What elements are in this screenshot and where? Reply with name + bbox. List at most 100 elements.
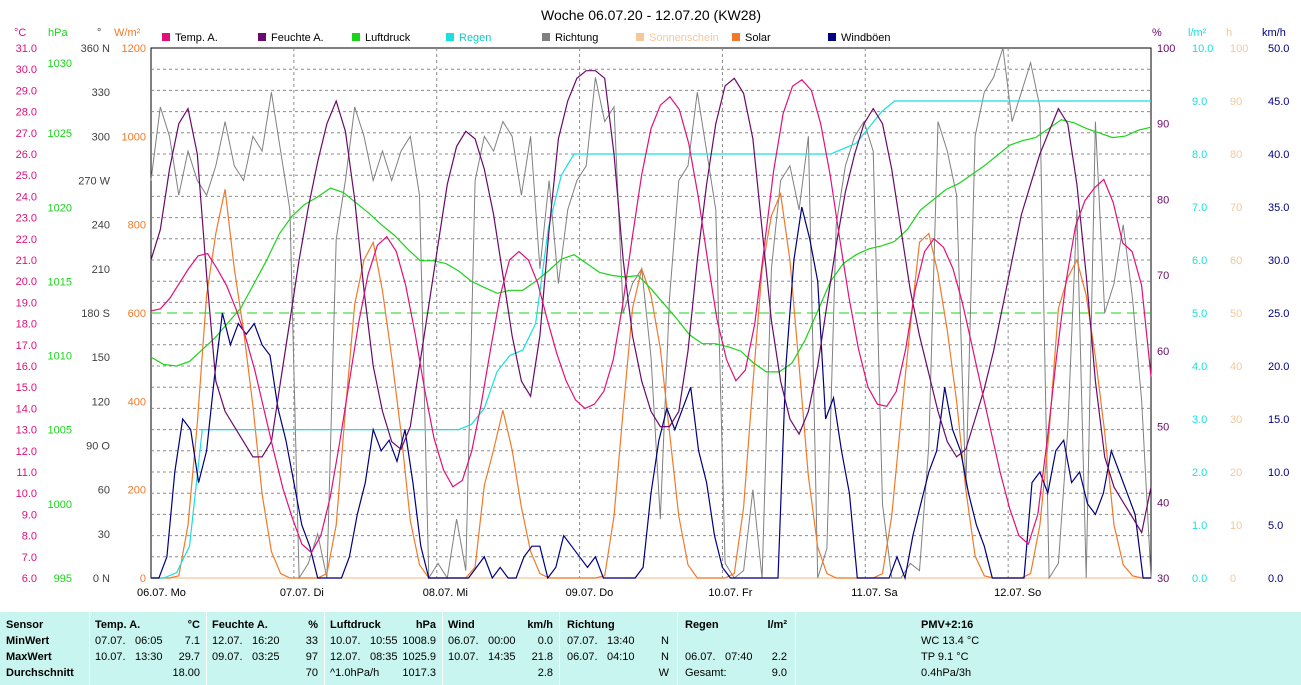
legend-swatch [542,33,550,41]
axis-tick-label: 0 N [93,573,110,585]
axes: °C 31.0 30.0 29.0 28.0 27.0 26.0 25.0 24.0 23.0 22… [14,27,1289,585]
legend-item: Feuchte A. [258,32,324,44]
axis-tick-label: 6.0 [1192,255,1207,267]
axis-tick-label: 180 S [81,308,110,320]
chart-title: Woche 06.07.20 - 12.07.20 (KW28) [541,7,761,23]
series-line-luftdruck [150,119,1152,373]
stats-feuchte-min-time: 16:20 [252,635,280,647]
legend-item: Temp. A. [162,32,218,44]
stats-col-sensor: Sensor MinWert MaxWert Durchschnitt [0,612,88,685]
stats-richtung-min-value: N [661,635,669,647]
axis-tick-label: 120 [92,396,110,408]
axis-tick-label: 330 [92,87,110,99]
axis-tick-label: 19.0 [16,297,37,309]
axis-tick-label: 50.0 [1268,43,1289,55]
stats-richtung-avg-value: W [658,667,669,679]
weather-chart: Woche 06.07.20 - 12.07.20 (KW28) Temp. A… [14,7,1289,599]
stats-regen-unit: l/m² [767,619,787,631]
axis-tick-label: 1005 [48,425,72,437]
x-axis-label: 09.07. Do [566,587,614,599]
stats-temp-max-time: 13:30 [135,651,163,663]
axis-tick-label: 13.0 [16,425,37,437]
stats-col-regen: Regen l/m² 06.07. 07:40 2.2 Gesamt: 9.0 [677,612,795,685]
x-axis-label: 12.07. So [994,587,1041,599]
x-axis-label: 06.07. Mo [137,587,186,599]
x-axis-label: 11.07. Sa [851,587,898,599]
stats-temp-min-time: 06:05 [135,635,163,647]
axis-tick-label: 1010 [48,351,72,363]
axis-tick-label: 800 [128,220,146,232]
axis-tick-label: 40 [1157,497,1169,509]
stats-luftdruck-max-date: 12.07. [330,651,361,663]
series-line-feuchte-a [150,70,1152,535]
axis-tick-label: 20.0 [16,276,37,288]
stats-col-richtung: Richtung 07.07. 13:40 N 06.07. 04:10 N W [559,612,677,685]
axis-tick-label: 14.0 [16,403,37,415]
stats-col-pmv: PMV+2:16 WC 13.4 °C TP 9.1 °C 0.4hPa/3h [795,612,1301,685]
stats-luftdruck-max-value: 1025.9 [402,651,436,663]
axis-unit: ° [97,27,101,39]
stats-wind-min-value: 0.0 [537,635,553,647]
series-line-temp-a [150,79,1152,554]
axis-tick-label: 1000 [122,131,146,143]
axis-tick-label: 22.0 [16,234,37,246]
axis-tick-label: 70 [1230,202,1242,214]
axis-tick-label: 1015 [48,276,72,288]
legend-item: Regen [446,32,491,44]
axis-tick-label: 17.0 [16,340,37,352]
axis-tick-label: 1020 [48,202,72,214]
stats-wind-max-date: 10.07. [448,651,479,663]
stats-wind-header: Wind [448,619,475,631]
stats-feuchte-min-date: 12.07. [212,635,243,647]
legend-swatch [732,33,740,41]
stats-regen-header: Regen [685,619,719,631]
axis-unit: l/m² [1188,27,1207,39]
axis-tick-label: 10.0 [1192,43,1213,55]
axis-tick-label: 1025 [48,128,72,140]
stats-feuchte-max-time: 03:25 [252,651,280,663]
stats-minwert-label: MinWert [6,635,50,647]
axis-tick-label: 240 [92,220,110,232]
axis-tick-label: 100 [1230,43,1248,55]
axis-unit: h [1226,27,1232,39]
axis-tick-label: 12.0 [16,446,37,458]
legend-label: Regen [459,32,491,44]
legend-swatch [828,33,836,41]
stats-regen-total-value: 9.0 [771,667,787,679]
stats-temp-unit: °C [187,619,200,631]
legend-label: Windböen [841,32,891,44]
axis-tick-label: 45.0 [1268,96,1289,108]
axis-tick-label: 30 [1157,573,1169,585]
axis-tick-label: 25.0 [16,170,37,182]
stats-wind-max-time: 14:35 [488,651,516,663]
stats-luftdruck-unit: hPa [415,619,436,631]
x-axis-label: 08.07. Mi [423,587,468,599]
stats-pmv-tp: TP 9.1 °C [921,651,969,663]
axis-humidity: % 100 90 80 70 60 50 40 30 [1152,27,1175,585]
stats-feuchte-avg-value: 70 [305,667,318,679]
axis-unit: °C [14,27,26,39]
axis-tick-label: 40 [1230,361,1242,373]
legend-label: Sonnenschein [649,32,719,44]
stats-richtung-max-date: 06.07. [567,651,598,663]
stats-sensor-header: Sensor [6,619,44,631]
axis-tick-label: 7.0 [1192,202,1207,214]
legend-label: Luftdruck [365,32,411,44]
axis-tick-label: 90 [1157,119,1169,131]
axis-temp: °C 31.0 30.0 29.0 28.0 27.0 26.0 25.0 24.0 23.0 22… [14,27,37,585]
axis-tick-label: 30.0 [16,64,37,76]
series-line-windböen [151,206,1151,581]
axis-unit: % [1152,27,1162,39]
stats-luftdruck-min-value: 1008.9 [402,635,436,647]
stats-feuchte-max-date: 09.07. [212,651,243,663]
axis-tick-label: 8.0 [22,531,37,543]
stats-temp-max-value: 29.7 [178,651,200,663]
legend-swatch [636,33,644,41]
axis-tick-label: 60 [98,485,110,497]
axis-tick-label: 30.0 [1268,255,1289,267]
axis-tick-label: 23.0 [16,213,37,225]
stats-feuchte-min-value: 33 [305,635,318,647]
stats-wind-min-time: 00:00 [488,635,516,647]
axis-wind: km/h 50.0 45.0 40.0 35.0 30.0 25.0 20.0 15.0 10.0… [1262,27,1289,585]
